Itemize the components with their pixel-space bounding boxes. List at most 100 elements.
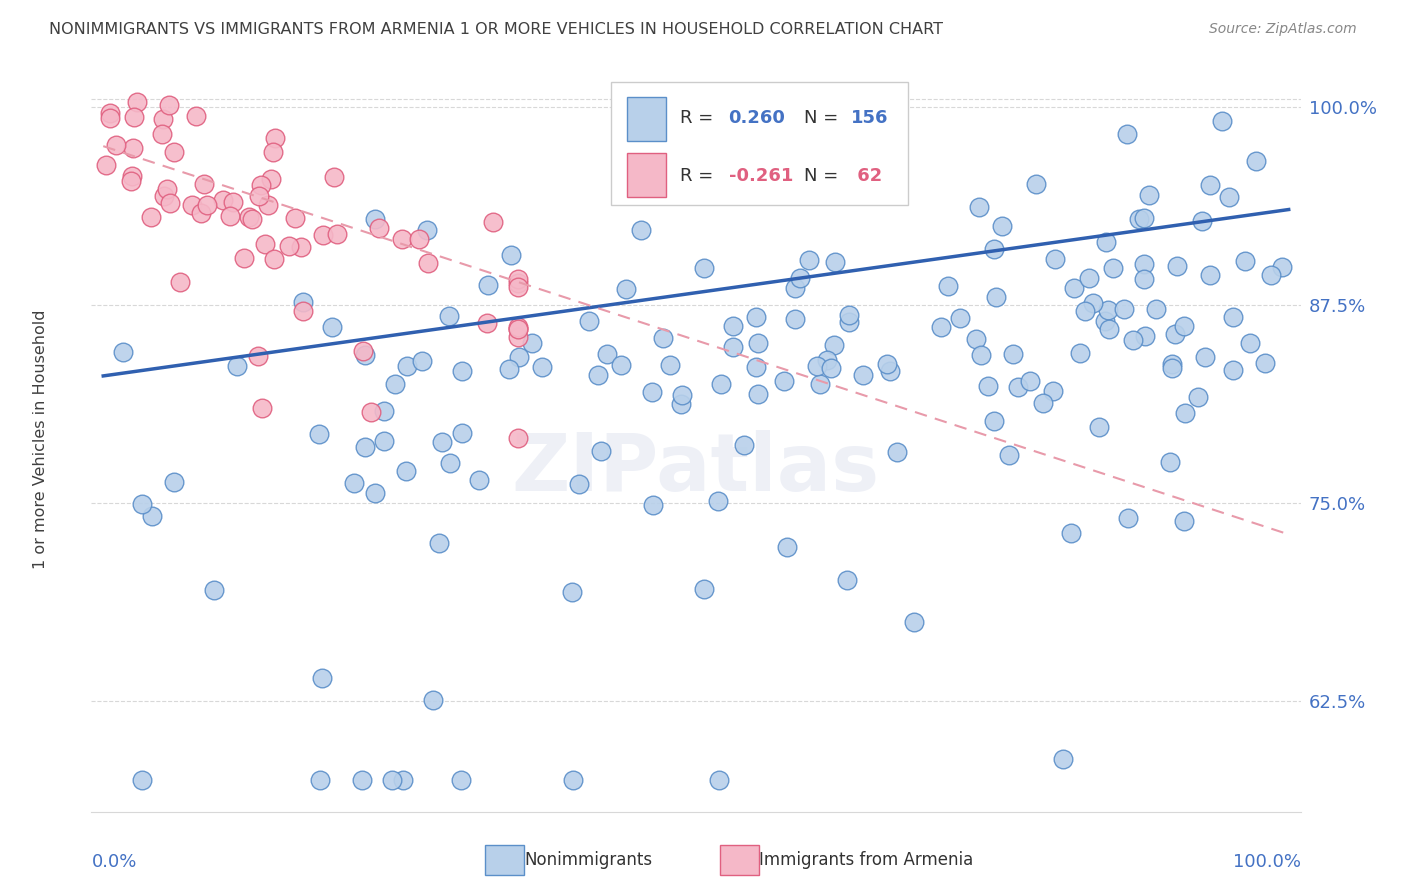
Point	[1094, 235, 1116, 249]
Point	[254, 237, 277, 252]
Point	[1052, 752, 1074, 766]
Point	[568, 477, 591, 491]
Point	[360, 405, 382, 419]
Point	[219, 209, 242, 223]
Text: -0.261: -0.261	[728, 168, 793, 186]
Point	[238, 210, 260, 224]
Point	[1173, 318, 1195, 333]
Point	[1187, 390, 1209, 404]
Point	[630, 223, 652, 237]
Point	[384, 377, 406, 392]
Point	[508, 319, 530, 334]
Point	[292, 303, 315, 318]
Point	[152, 112, 174, 126]
Point	[508, 350, 530, 364]
Point	[202, 582, 225, 597]
Text: Source: ZipAtlas.com: Source: ZipAtlas.com	[1209, 22, 1357, 37]
Point	[112, 345, 135, 359]
Point	[977, 379, 1000, 393]
Point	[498, 361, 520, 376]
Text: 1 or more Vehicles in Household: 1 or more Vehicles in Household	[34, 310, 48, 569]
Point	[1122, 333, 1144, 347]
Point	[1007, 380, 1029, 394]
Point	[311, 227, 333, 242]
Point	[1239, 335, 1261, 350]
Point	[233, 252, 256, 266]
Point	[785, 281, 807, 295]
Point	[733, 438, 755, 452]
Point	[991, 219, 1014, 234]
Point	[886, 444, 908, 458]
Point	[658, 359, 681, 373]
Point	[1144, 301, 1167, 316]
Point	[184, 109, 207, 123]
Point	[591, 444, 613, 458]
Point	[997, 448, 1019, 462]
Point	[983, 242, 1005, 256]
Point	[180, 198, 202, 212]
Point	[986, 290, 1008, 304]
Point	[1160, 360, 1182, 375]
Point	[1019, 374, 1042, 388]
Point	[284, 211, 307, 226]
Point	[411, 354, 433, 368]
Point	[212, 193, 235, 207]
Point	[1002, 347, 1025, 361]
Point	[169, 275, 191, 289]
Point	[710, 377, 733, 392]
Point	[427, 535, 450, 549]
Point	[381, 772, 404, 787]
Point	[747, 336, 769, 351]
Point	[1194, 350, 1216, 364]
Point	[641, 384, 664, 399]
Point	[508, 277, 530, 291]
Point	[291, 295, 314, 310]
Point	[588, 368, 610, 383]
Point	[1132, 257, 1154, 271]
Point	[1260, 268, 1282, 283]
Point	[706, 494, 728, 508]
Point	[808, 377, 831, 392]
Point	[806, 359, 828, 374]
Point	[363, 486, 385, 500]
Point	[451, 425, 474, 440]
Point	[745, 310, 768, 324]
Point	[508, 431, 530, 445]
Point	[506, 321, 529, 335]
Point	[721, 319, 744, 334]
Point	[1063, 281, 1085, 295]
Point	[1137, 188, 1160, 202]
Point	[156, 182, 179, 196]
Point	[1102, 261, 1125, 276]
Point	[368, 221, 391, 235]
Point	[835, 573, 858, 587]
Text: 156: 156	[851, 110, 889, 128]
Point	[824, 255, 846, 269]
Point	[562, 772, 585, 787]
Point	[308, 772, 330, 787]
Point	[157, 98, 180, 112]
Point	[122, 140, 145, 154]
Point	[610, 359, 633, 373]
Point	[776, 540, 799, 554]
Point	[970, 348, 993, 362]
FancyBboxPatch shape	[627, 153, 665, 197]
Point	[482, 215, 505, 229]
Point	[450, 772, 472, 787]
Point	[965, 332, 987, 346]
Point	[477, 277, 499, 292]
Point	[1025, 177, 1047, 191]
Point	[323, 170, 346, 185]
Text: N =: N =	[804, 110, 844, 128]
Point	[373, 404, 395, 418]
Point	[141, 508, 163, 523]
Point	[263, 252, 285, 266]
Point	[195, 198, 218, 212]
Point	[596, 347, 619, 361]
Point	[416, 256, 439, 270]
Point	[277, 239, 299, 253]
Point	[468, 473, 491, 487]
Point	[967, 200, 990, 214]
Point	[1087, 420, 1109, 434]
Point	[1060, 525, 1083, 540]
